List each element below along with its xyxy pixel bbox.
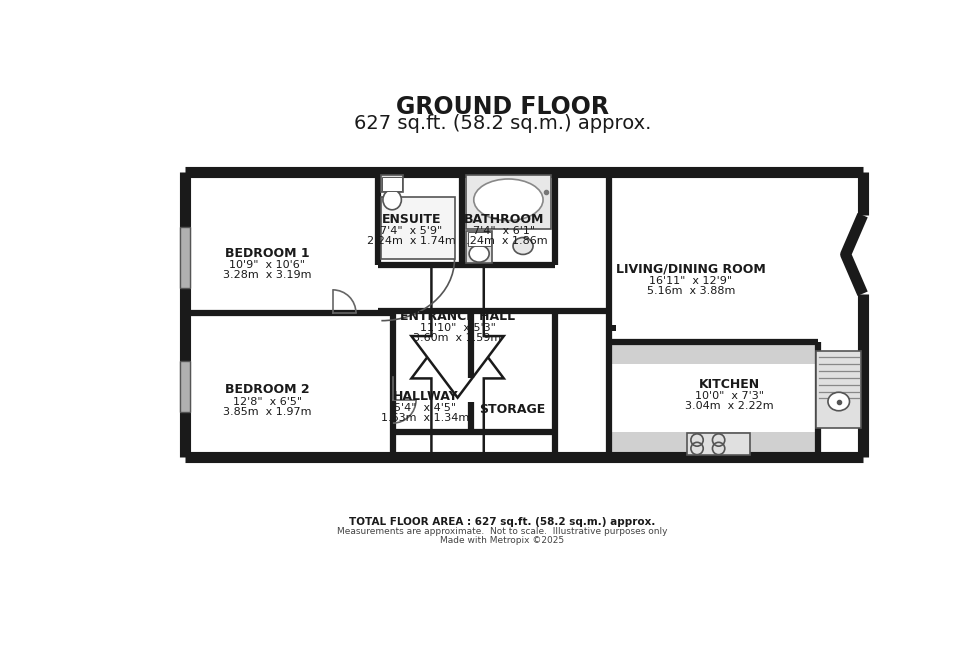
Ellipse shape <box>469 245 489 262</box>
Text: 3.60m  x 1.59m: 3.60m x 1.59m <box>414 333 502 343</box>
Bar <box>467 232 491 246</box>
Text: BEDROOM 1: BEDROOM 1 <box>225 247 310 260</box>
Bar <box>382 176 402 191</box>
Ellipse shape <box>383 190 402 210</box>
Bar <box>612 432 818 456</box>
Text: 7'4"  x 5'9": 7'4" x 5'9" <box>380 226 443 236</box>
Text: KITCHEN: KITCHEN <box>699 378 760 391</box>
Bar <box>466 175 551 229</box>
Text: 2.24m  x 1.74m: 2.24m x 1.74m <box>368 236 456 245</box>
Bar <box>179 361 190 411</box>
Text: GROUND FLOOR: GROUND FLOOR <box>396 95 609 119</box>
Text: BATHROOM: BATHROOM <box>464 212 544 225</box>
Polygon shape <box>412 317 504 457</box>
Text: STORAGE: STORAGE <box>479 403 546 416</box>
Text: HALLWAY: HALLWAY <box>392 390 458 402</box>
Text: 5.16m  x 3.88m: 5.16m x 3.88m <box>647 286 735 296</box>
Text: LIVING/DINING ROOM: LIVING/DINING ROOM <box>616 262 765 275</box>
Bar <box>816 352 861 428</box>
Bar <box>381 197 455 259</box>
Text: ENTRANCE HALL: ENTRANCE HALL <box>400 311 515 324</box>
Text: Measurements are approximate.  Not to scale.  Illustrative purposes only: Measurements are approximate. Not to sca… <box>337 527 667 536</box>
Bar <box>381 175 403 192</box>
Text: 627 sq.ft. (58.2 sq.m.) approx.: 627 sq.ft. (58.2 sq.m.) approx. <box>354 113 651 133</box>
Text: 5'4"  x 4'5": 5'4" x 4'5" <box>394 403 457 413</box>
Polygon shape <box>412 265 504 398</box>
Text: 10'9"  x 10'6": 10'9" x 10'6" <box>229 260 306 270</box>
Text: ENSUITE: ENSUITE <box>381 212 441 225</box>
Text: 1.63m  x 1.34m: 1.63m x 1.34m <box>381 413 469 422</box>
Text: 11'10"  x 5'3": 11'10" x 5'3" <box>419 324 496 333</box>
Text: 3.04m  x 2.22m: 3.04m x 2.22m <box>685 401 774 411</box>
Bar <box>610 324 616 331</box>
Text: 3.28m  x 3.19m: 3.28m x 3.19m <box>223 270 312 280</box>
Ellipse shape <box>514 238 533 255</box>
Text: 7'4"  x 6'1": 7'4" x 6'1" <box>472 226 535 236</box>
Bar <box>687 433 751 454</box>
Bar <box>612 342 818 364</box>
Text: BEDROOM 2: BEDROOM 2 <box>225 383 310 396</box>
Text: TOTAL FLOOR AREA : 627 sq.ft. (58.2 sq.m.) approx.: TOTAL FLOOR AREA : 627 sq.ft. (58.2 sq.m… <box>349 517 656 527</box>
Text: 2.24m  x 1.86m: 2.24m x 1.86m <box>460 236 548 245</box>
Text: 12'8"  x 6'5": 12'8" x 6'5" <box>233 396 302 406</box>
Bar <box>466 230 492 263</box>
Ellipse shape <box>473 179 543 221</box>
Bar <box>185 172 862 457</box>
Text: Made with Metropix ©2025: Made with Metropix ©2025 <box>440 536 564 546</box>
Bar <box>179 227 190 288</box>
Ellipse shape <box>828 393 850 411</box>
Text: 3.85m  x 1.97m: 3.85m x 1.97m <box>223 406 312 417</box>
Text: 10'0"  x 7'3": 10'0" x 7'3" <box>695 391 763 401</box>
Text: 16'11"  x 12'9": 16'11" x 12'9" <box>650 275 732 286</box>
